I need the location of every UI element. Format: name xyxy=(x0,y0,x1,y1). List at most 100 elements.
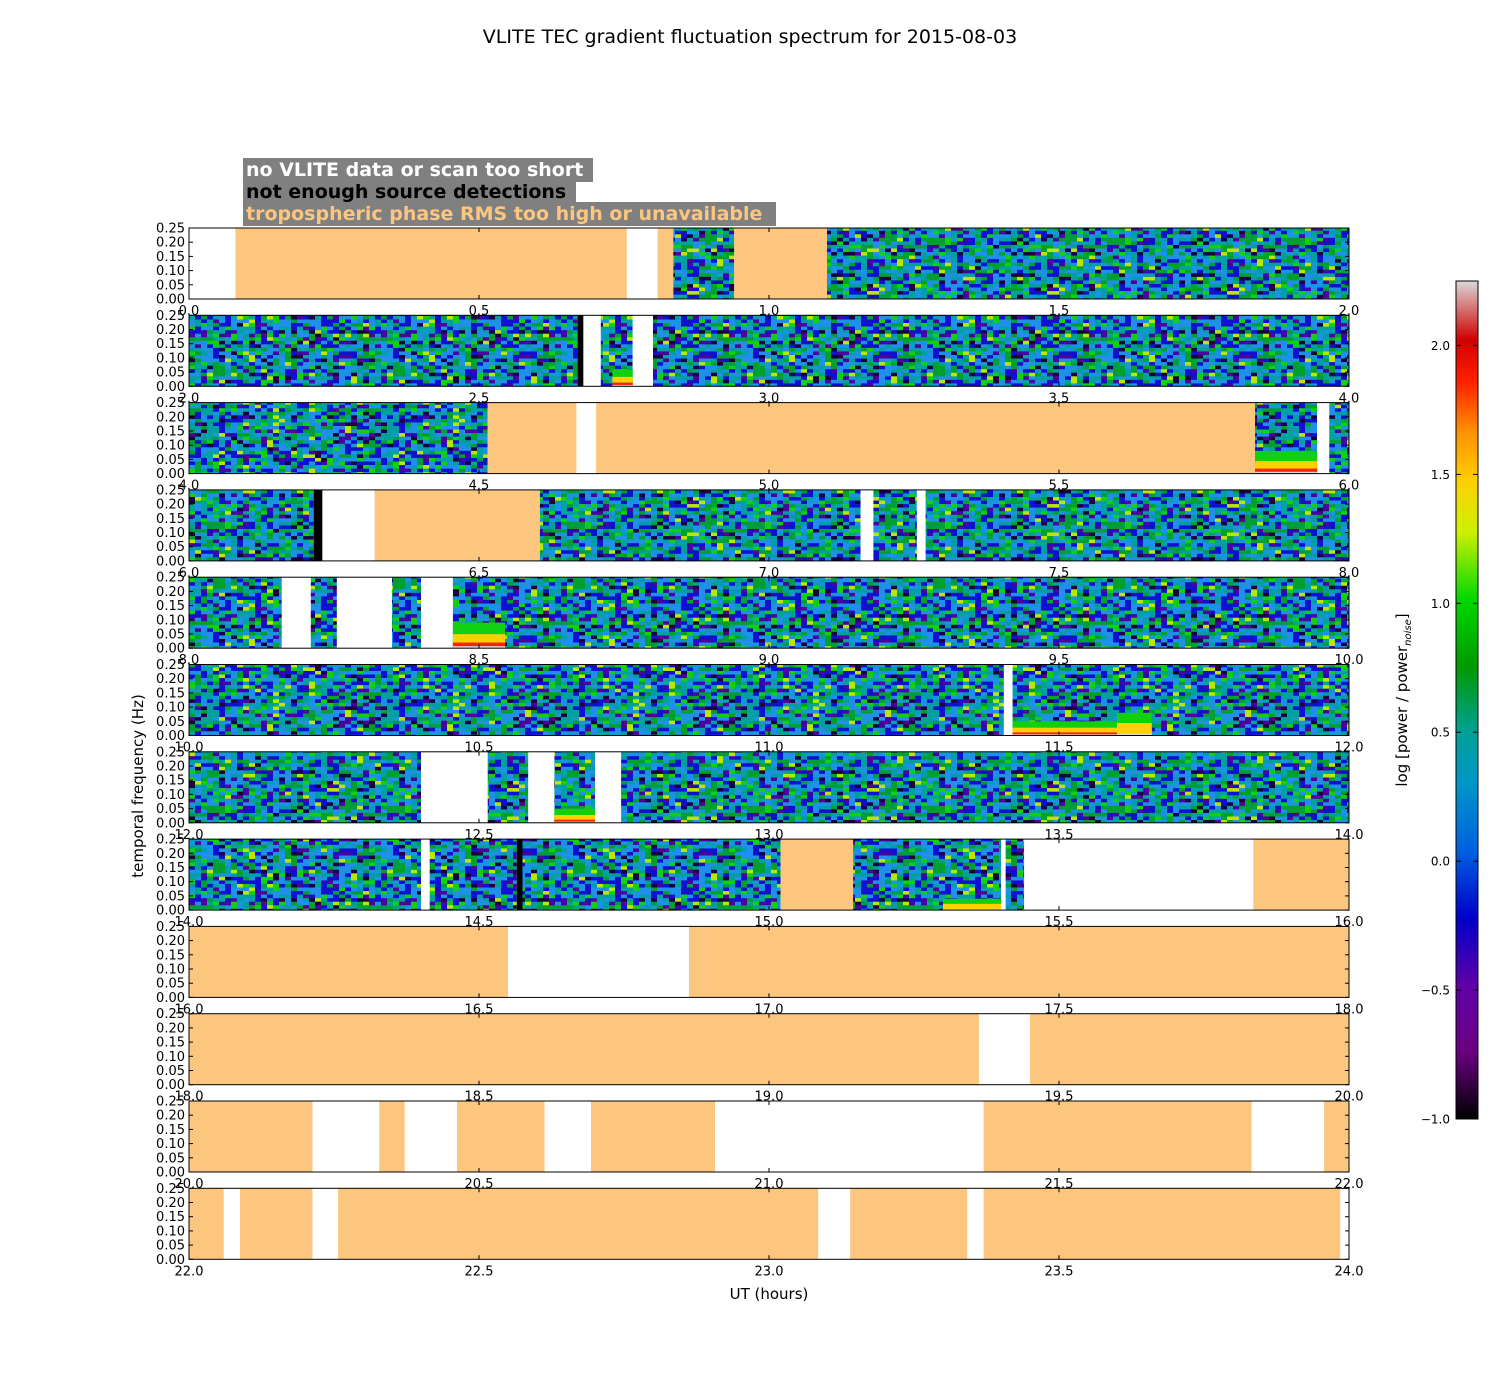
segment-trop-rms xyxy=(189,1188,224,1260)
y-tick-label: 0.10 xyxy=(156,1224,185,1239)
spectral-feature xyxy=(612,384,633,387)
y-tick-label: 0.20 xyxy=(156,1196,185,1211)
y-tick-label: 0.05 xyxy=(156,540,185,555)
segment-no-data xyxy=(978,1013,1030,1085)
segment-no-data xyxy=(715,1101,984,1172)
y-tick-label: 0.05 xyxy=(156,1064,185,1079)
segment-trop-rms xyxy=(487,402,577,474)
y-tick-label: 0.10 xyxy=(156,701,185,716)
y-tick-label: 0.10 xyxy=(156,264,185,279)
segment-data xyxy=(1005,839,1025,911)
segment-no-data xyxy=(632,315,653,387)
y-tick-label: 0.15 xyxy=(156,1123,185,1138)
x-tick-label: 23.0 xyxy=(755,1264,784,1279)
y-tick-label: 0.20 xyxy=(156,934,185,949)
y-tick-label: 0.25 xyxy=(156,920,185,935)
segment-no-data xyxy=(576,402,597,474)
colorbar-label-main: log [power / power xyxy=(1393,645,1411,787)
y-tick-label: 0.00 xyxy=(156,1078,185,1093)
y-tick-label: 0.00 xyxy=(156,1253,185,1268)
y-tick-label: 0.20 xyxy=(156,1021,185,1036)
y-tick-label: 0.00 xyxy=(156,904,185,919)
y-tick-label: 0.20 xyxy=(156,323,185,338)
y-tick-label: 0.10 xyxy=(156,963,185,978)
colorbar-tick-label: 2.0 xyxy=(1431,339,1450,353)
segment-data xyxy=(853,839,1001,911)
segment-no-data xyxy=(421,839,430,911)
segment-data xyxy=(392,577,421,649)
y-tick-label: 0.20 xyxy=(156,847,185,862)
y-tick-label: 0.05 xyxy=(156,715,185,730)
segment-trop-rms xyxy=(590,1101,716,1172)
y-tick-label: 0.05 xyxy=(156,366,185,381)
segment-data xyxy=(189,839,421,911)
spectral-feature xyxy=(1012,727,1117,736)
y-tick-label: 0.25 xyxy=(156,1182,185,1197)
y-tick-label: 0.15 xyxy=(156,861,185,876)
segment-trop-rms xyxy=(456,1101,545,1172)
segment-no-data xyxy=(1251,1101,1325,1172)
spectral-feature xyxy=(612,382,633,387)
segment-data xyxy=(429,839,517,911)
segment-trop-rms xyxy=(235,228,627,299)
legend-label-no-data: no VLITE data or scan too short xyxy=(246,159,583,181)
y-tick-label: 0.10 xyxy=(156,439,185,454)
y-tick-label: 0.20 xyxy=(156,672,185,687)
segment-trop-rms xyxy=(1324,1101,1349,1172)
y-tick-label: 0.15 xyxy=(156,599,185,614)
colorbar-tick-label: 1.0 xyxy=(1431,597,1450,611)
segment-no-data xyxy=(312,1188,339,1260)
y-tick-label: 0.00 xyxy=(156,816,185,831)
x-tick-label: 23.5 xyxy=(1045,1264,1074,1279)
segment-no-data xyxy=(223,1188,241,1260)
segment-data xyxy=(673,228,735,299)
x-tick-label: 22.5 xyxy=(465,1264,494,1279)
spectral-feature xyxy=(1255,471,1318,474)
y-axis-label: temporal frequency (Hz) xyxy=(129,694,147,878)
y-tick-label: 0.00 xyxy=(156,729,185,744)
y-tick-label: 0.05 xyxy=(156,802,185,817)
segment-data xyxy=(873,489,917,561)
legend-box-few-detections xyxy=(243,180,576,204)
segment-data xyxy=(189,664,1004,736)
legend-label-few-detections: not enough source detections xyxy=(246,181,566,203)
segment-data xyxy=(539,489,861,561)
colorbar-label-end: ] xyxy=(1393,613,1411,619)
spectral-feature xyxy=(1117,723,1152,736)
segment-no-data xyxy=(281,577,311,649)
y-tick-label: 0.05 xyxy=(156,1239,185,1254)
segment-no-data xyxy=(1003,664,1013,736)
y-tick-label: 0.25 xyxy=(156,745,185,760)
y-tick-label: 0.25 xyxy=(156,483,185,498)
segment-trop-rms xyxy=(688,926,1349,998)
panel-3: 0.000.050.100.150.200.256.0 6.5 7.0 7.5 8.0 xyxy=(156,483,1359,581)
colorbar-gradient xyxy=(1455,280,1479,1120)
y-tick-label: 0.10 xyxy=(156,1137,185,1152)
segment-trop-rms xyxy=(983,1188,1341,1260)
y-tick-label: 0.10 xyxy=(156,351,185,366)
segment-no-data xyxy=(916,489,926,561)
segment-trop-rms xyxy=(780,839,854,911)
y-tick-label: 0.00 xyxy=(156,991,185,1006)
y-tick-label: 0.25 xyxy=(156,396,185,411)
segment-few-detections xyxy=(516,839,523,911)
y-tick-label: 0.25 xyxy=(156,571,185,586)
y-tick-label: 0.10 xyxy=(156,613,185,628)
segment-trop-rms xyxy=(657,228,674,299)
y-tick-label: 0.25 xyxy=(156,1095,185,1110)
colorbar-ticks: 2.0 1.5 1.0 0.5 0.0 −0.5 −1.0 xyxy=(1421,339,1478,1127)
spectral-feature xyxy=(554,821,595,823)
y-tick-label: 0.20 xyxy=(156,236,185,251)
segment-no-data xyxy=(1024,839,1254,911)
status-legend: no VLITE data or scan too short not enou… xyxy=(243,158,776,226)
segment-data xyxy=(827,228,1349,299)
spectral-feature xyxy=(1117,733,1152,736)
segment-no-data xyxy=(860,489,874,561)
colorbar-tick-label: 1.5 xyxy=(1431,468,1450,482)
y-tick-label: 0.00 xyxy=(156,380,185,395)
y-tick-label: 0.15 xyxy=(156,425,185,440)
segment-data xyxy=(189,315,578,387)
spectral-feature xyxy=(612,376,633,387)
